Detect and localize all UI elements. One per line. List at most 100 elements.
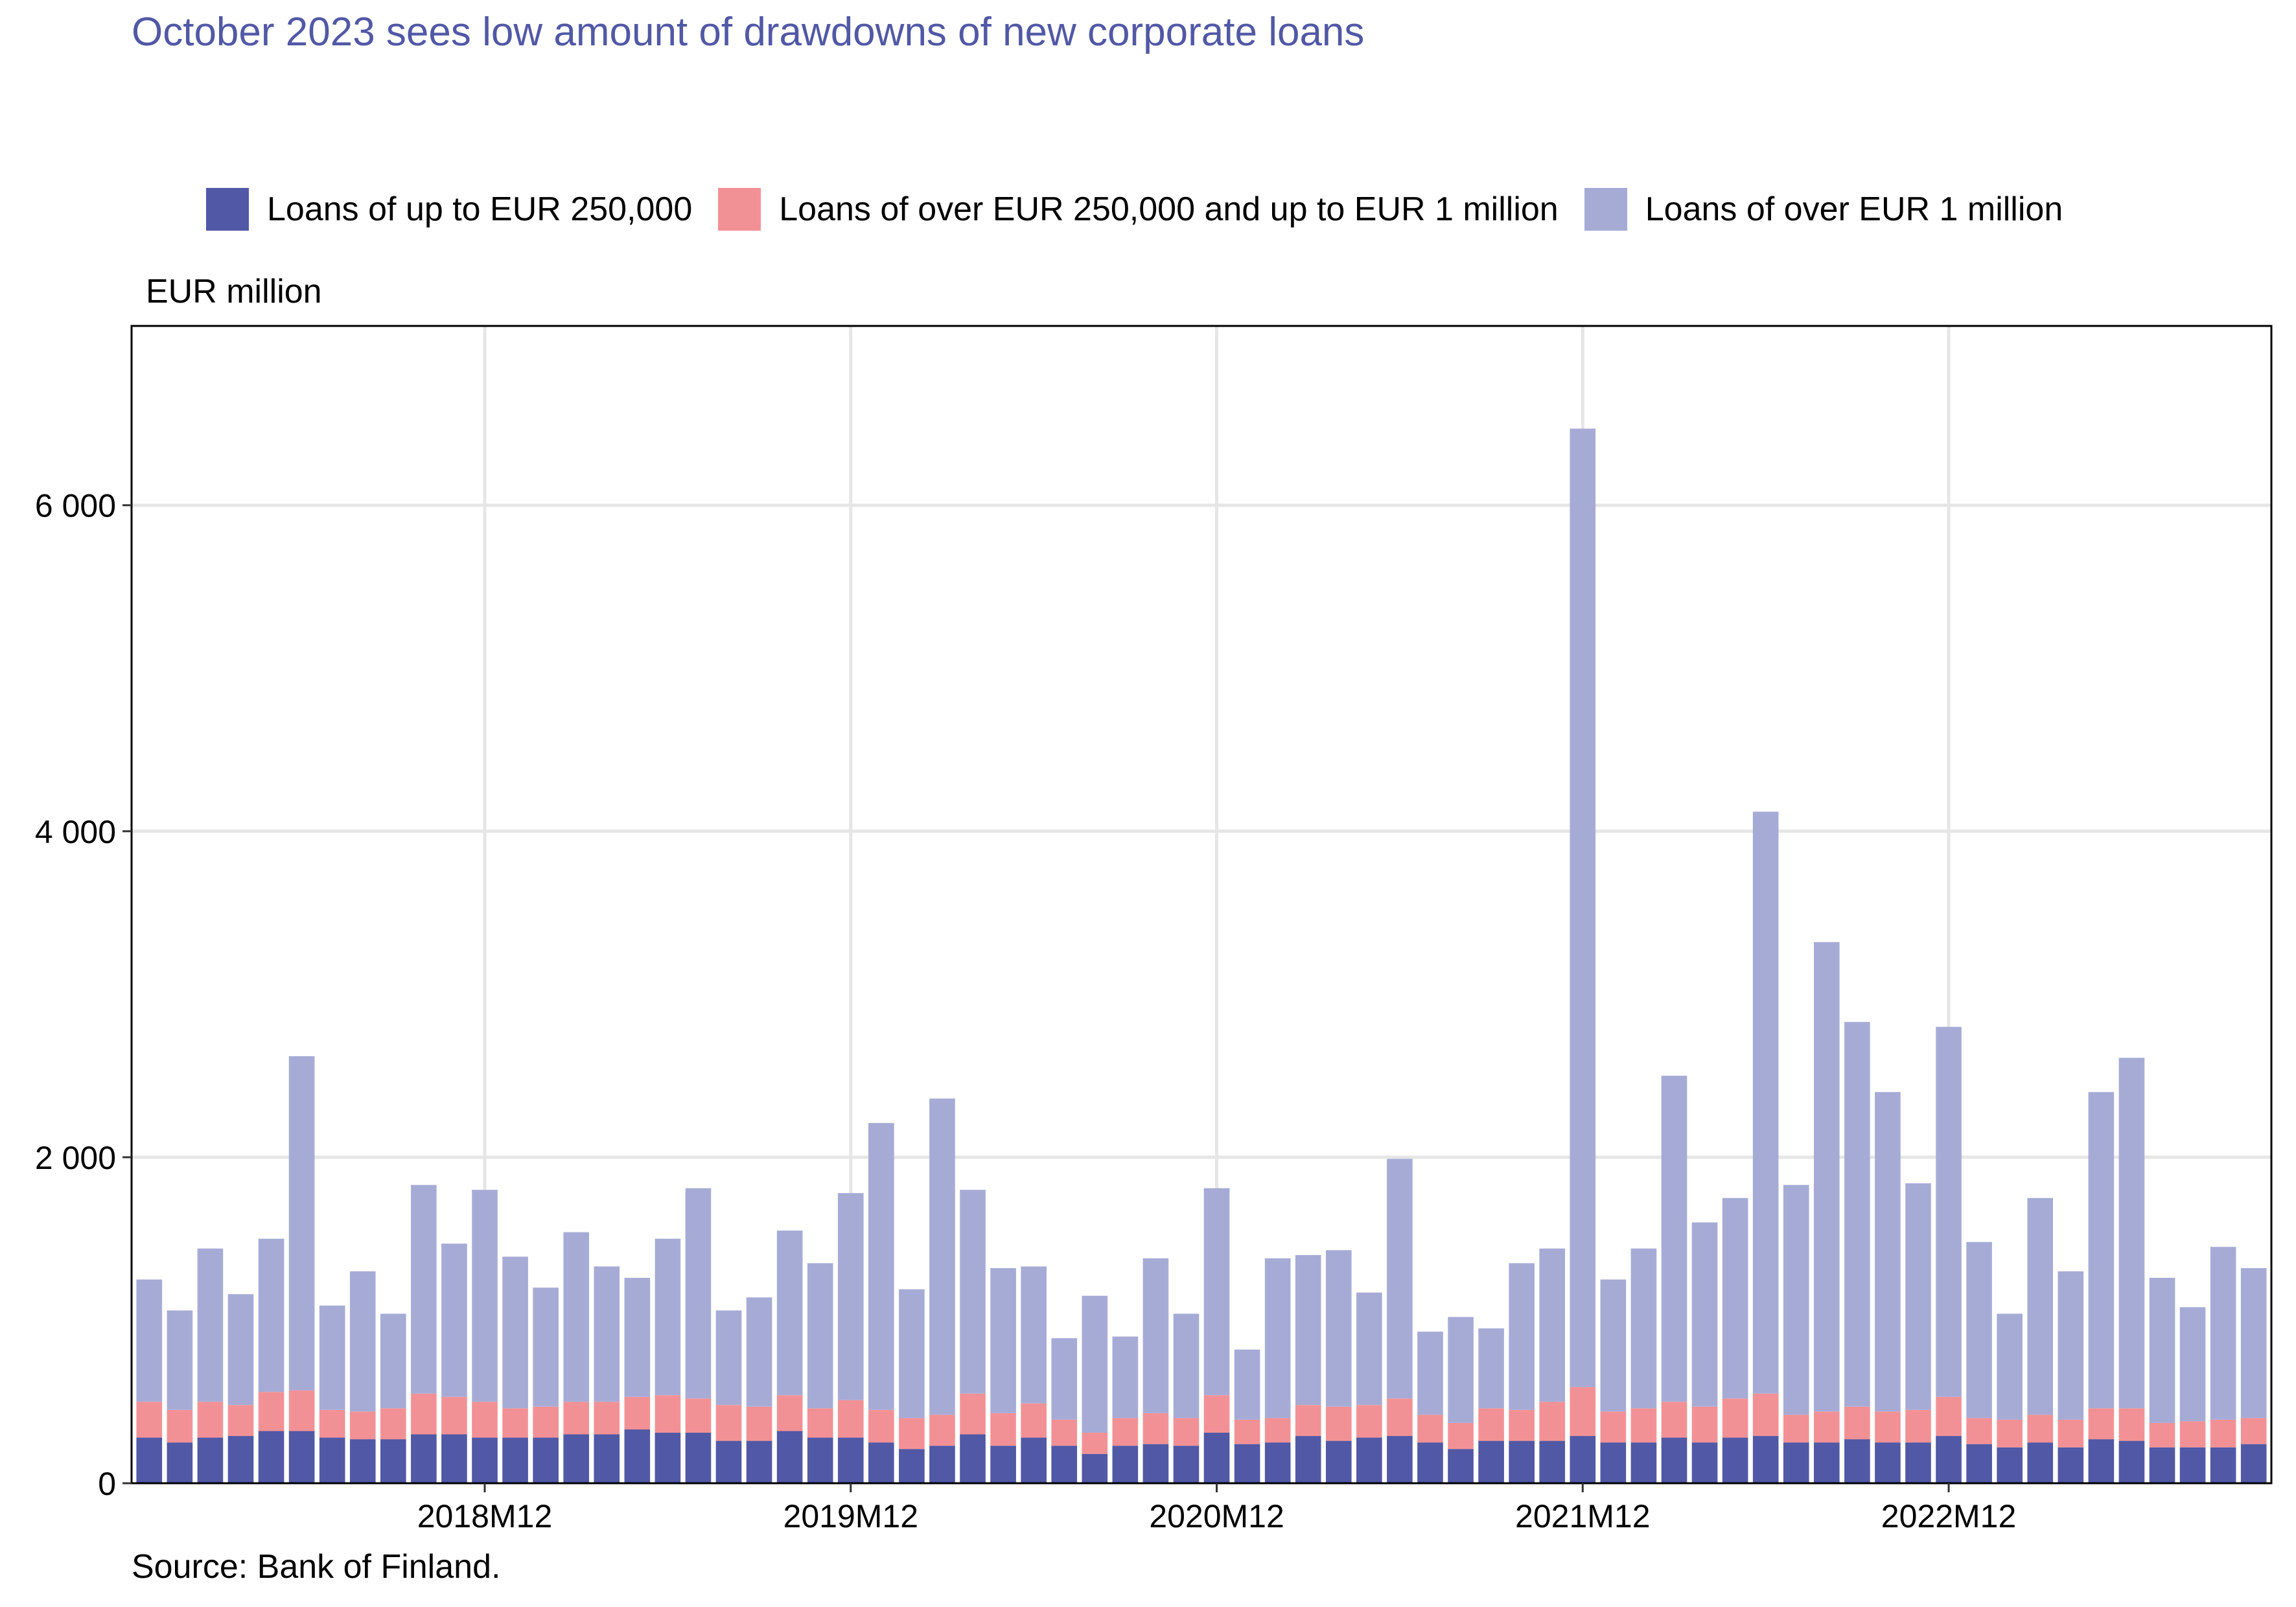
bar-segment-2023M03-s0 bbox=[2027, 1442, 2054, 1483]
bar-stack-2019M01 bbox=[502, 1256, 528, 1483]
bar-stack-2021M02 bbox=[1264, 1258, 1291, 1483]
bar-segment-2018M06-s0 bbox=[288, 1431, 315, 1483]
bar-segment-2019M08-s0 bbox=[715, 1440, 742, 1483]
bar-stack-2019M10 bbox=[776, 1231, 803, 1483]
bar-segment-2019M03-s1 bbox=[563, 1402, 590, 1435]
bar-segment-2018M12-s0 bbox=[472, 1437, 498, 1483]
bar-segment-2022M02-s0 bbox=[1630, 1442, 1657, 1483]
bar-stack-2018M04 bbox=[227, 1294, 254, 1483]
bar-stack-2019M07 bbox=[685, 1188, 712, 1483]
bar-segment-2020M01-s2 bbox=[868, 1123, 894, 1410]
bar-segment-2019M01-s1 bbox=[502, 1408, 528, 1438]
bar-segment-2020M12-s0 bbox=[1203, 1433, 1230, 1483]
bar-segment-2023M02-s0 bbox=[1997, 1447, 2023, 1483]
bar-segment-2018M11-s0 bbox=[441, 1434, 467, 1483]
bar-segment-2023M03-s2 bbox=[2027, 1197, 2054, 1415]
bar-segment-2022M07-s2 bbox=[1783, 1185, 1809, 1415]
bar-segment-2020M02-s1 bbox=[899, 1418, 925, 1450]
y-tick-label-0: 0 bbox=[98, 1466, 116, 1502]
bar-segment-2018M01-s0 bbox=[136, 1437, 163, 1483]
bar-segment-2019M08-s2 bbox=[715, 1310, 742, 1405]
legend-swatch-medium-loans bbox=[718, 188, 761, 231]
bar-segment-2018M01-s2 bbox=[136, 1279, 163, 1402]
bar-segment-2020M04-s2 bbox=[960, 1190, 986, 1394]
bar-segment-2020M11-s2 bbox=[1173, 1313, 1200, 1418]
bar-segment-2022M05-s2 bbox=[1722, 1197, 1748, 1399]
bar-stack-2019M04 bbox=[594, 1266, 620, 1483]
bar-segment-2021M03-s0 bbox=[1295, 1436, 1321, 1483]
bar-stack-2019M08 bbox=[715, 1310, 742, 1483]
source-note: Source: Bank of Finland. bbox=[132, 1548, 501, 1586]
bar-segment-2019M09-s0 bbox=[746, 1440, 772, 1483]
bar-segment-2021M06-s2 bbox=[1387, 1159, 1413, 1399]
bar-segment-2019M06-s0 bbox=[655, 1433, 681, 1483]
bar-segment-2021M12-s2 bbox=[1570, 428, 1596, 1387]
bar-segment-2023M09-s0 bbox=[2210, 1447, 2236, 1483]
bar-segment-2022M04-s2 bbox=[1691, 1222, 1718, 1407]
bar-segment-2020M06-s1 bbox=[1021, 1403, 1047, 1438]
y-axis: 0 2 000 4 000 6 000 bbox=[35, 488, 132, 1502]
bar-segment-2020M01-s0 bbox=[868, 1442, 894, 1483]
bar-segment-2022M07-s1 bbox=[1783, 1415, 1809, 1443]
bar-stacks bbox=[136, 428, 2267, 1483]
bar-segment-2020M11-s0 bbox=[1173, 1446, 1200, 1483]
bar-segment-2021M05-s2 bbox=[1356, 1292, 1382, 1405]
bar-segment-2018M08-s1 bbox=[349, 1411, 376, 1440]
bar-segment-2021M08-s1 bbox=[1448, 1422, 1474, 1450]
bar-stack-2019M06 bbox=[655, 1238, 681, 1483]
bar-stack-2019M12 bbox=[837, 1193, 864, 1483]
bar-segment-2019M04-s2 bbox=[594, 1266, 620, 1402]
bar-segment-2022M01-s1 bbox=[1600, 1411, 1627, 1443]
bar-segment-2023M01-s1 bbox=[1966, 1418, 1992, 1444]
bar-stack-2023M08 bbox=[2179, 1307, 2206, 1483]
bar-segment-2022M08-s1 bbox=[1813, 1411, 1840, 1443]
y-tick-label-2000: 2 000 bbox=[35, 1140, 116, 1176]
bar-segment-2018M10-s2 bbox=[411, 1185, 437, 1394]
bar-segment-2018M03-s0 bbox=[197, 1437, 224, 1483]
bar-segment-2022M12-s2 bbox=[1936, 1026, 1962, 1397]
bar-stack-2018M03 bbox=[197, 1248, 224, 1483]
bar-segment-2022M11-s0 bbox=[1905, 1442, 1931, 1483]
bar-segment-2019M11-s0 bbox=[807, 1437, 833, 1483]
bar-segment-2023M10-s2 bbox=[2240, 1267, 2267, 1418]
legend-item-medium-loans: Loans of over EUR 250,000 and up to EUR … bbox=[718, 188, 1559, 231]
bar-segment-2022M01-s2 bbox=[1600, 1279, 1627, 1412]
bar-segment-2020M05-s2 bbox=[990, 1267, 1016, 1413]
bar-segment-2019M03-s2 bbox=[563, 1232, 590, 1402]
bar-stack-2021M05 bbox=[1356, 1292, 1382, 1483]
bar-segment-2023M08-s0 bbox=[2179, 1447, 2206, 1483]
bar-segment-2021M08-s2 bbox=[1448, 1317, 1474, 1423]
bar-stack-2022M09 bbox=[1844, 1022, 1870, 1483]
bar-segment-2019M07-s1 bbox=[685, 1398, 712, 1433]
bar-segment-2018M02-s0 bbox=[167, 1442, 193, 1483]
bar-segment-2022M12-s1 bbox=[1936, 1396, 1962, 1437]
bar-segment-2021M01-s2 bbox=[1234, 1349, 1260, 1420]
bar-segment-2018M11-s1 bbox=[441, 1396, 467, 1435]
bar-stack-2022M10 bbox=[1875, 1092, 1901, 1483]
bar-stack-2022M02 bbox=[1630, 1248, 1657, 1483]
bar-segment-2019M11-s2 bbox=[807, 1263, 833, 1409]
bar-segment-2021M12-s1 bbox=[1570, 1387, 1596, 1437]
bar-segment-2022M07-s0 bbox=[1783, 1442, 1809, 1483]
bar-segment-2020M05-s1 bbox=[990, 1413, 1016, 1446]
bar-segment-2022M11-s2 bbox=[1905, 1183, 1931, 1410]
bar-stack-2018M11 bbox=[441, 1243, 467, 1483]
x-tick-label-2022M12: 2022M12 bbox=[1881, 1498, 2017, 1534]
bar-stack-2023M10 bbox=[2240, 1267, 2267, 1483]
bar-segment-2022M06-s1 bbox=[1752, 1393, 1779, 1437]
bar-segment-2020M02-s2 bbox=[899, 1289, 925, 1418]
x-axis: 2018M12 2019M12 2020M12 2021M12 2022M12 bbox=[417, 1483, 2017, 1534]
bar-segment-2023M10-s0 bbox=[2240, 1444, 2267, 1483]
bar-stack-2021M04 bbox=[1325, 1250, 1352, 1483]
bar-segment-2019M10-s1 bbox=[776, 1395, 803, 1431]
bar-segment-2018M09-s1 bbox=[380, 1408, 406, 1440]
bar-segment-2018M04-s0 bbox=[227, 1436, 254, 1483]
bar-segment-2021M02-s0 bbox=[1264, 1442, 1291, 1483]
bar-segment-2019M02-s2 bbox=[533, 1288, 559, 1407]
bar-segment-2019M02-s0 bbox=[533, 1437, 559, 1483]
y-tick-label-6000: 6 000 bbox=[35, 488, 116, 524]
bar-segment-2018M07-s0 bbox=[319, 1437, 345, 1483]
bar-segment-2022M03-s2 bbox=[1661, 1076, 1687, 1402]
bar-segment-2018M01-s1 bbox=[136, 1402, 163, 1438]
bar-segment-2020M11-s1 bbox=[1173, 1418, 1200, 1446]
